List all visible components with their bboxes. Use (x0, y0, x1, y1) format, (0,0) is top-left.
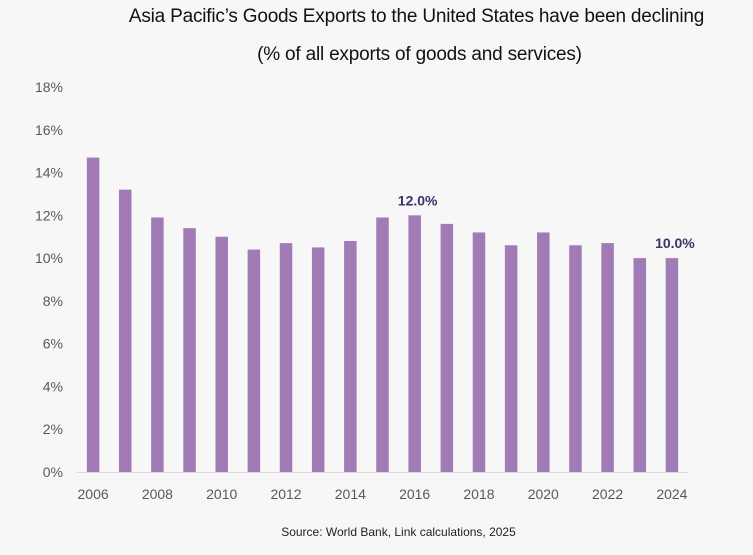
bar (86, 157, 100, 473)
data-label: 10.0% (655, 235, 695, 251)
y-tick-label: 10% (35, 250, 63, 266)
bar (408, 215, 421, 473)
y-tick-label: 8% (43, 293, 63, 309)
x-tick-label: 2006 (78, 486, 109, 502)
bar (151, 217, 164, 472)
bar (504, 245, 518, 472)
y-tick-label: 18% (35, 79, 63, 95)
bar (344, 241, 357, 472)
x-tick-label: 2020 (528, 486, 559, 502)
y-tick-label: 14% (35, 165, 63, 181)
bar (633, 258, 647, 472)
y-tick-label: 6% (43, 336, 63, 352)
bar (601, 243, 614, 472)
bar-chart: 0% 2% 4% 6% 8% 10% 12% 14% 16% 18% 2006 2008 2010 201… (35, 79, 695, 502)
y-tick-label: 12% (35, 207, 63, 223)
bar (665, 258, 679, 472)
bar (569, 245, 582, 472)
chart-title: Asia Pacific’s Goods Exports to the Unit… (128, 6, 705, 27)
bar (440, 223, 454, 472)
bar (279, 243, 293, 472)
bar (311, 247, 325, 472)
data-label: 12.0% (398, 192, 438, 208)
bar (183, 228, 196, 472)
y-tick-label: 2% (43, 421, 63, 437)
bar (118, 189, 132, 472)
bar (215, 236, 228, 472)
bar (472, 232, 486, 472)
bar (247, 249, 261, 472)
bar (376, 217, 389, 472)
x-tick-label: 2016 (399, 486, 430, 502)
x-tick-label: 2012 (270, 486, 301, 502)
bar (537, 232, 550, 472)
x-tick-label: 2010 (206, 486, 237, 502)
x-tick-label: 2024 (656, 486, 687, 502)
x-tick-label: 2014 (335, 486, 366, 502)
x-tick-label: 2018 (463, 486, 494, 502)
chart-subtitle: (% of all exports of goods and services) (257, 44, 582, 65)
y-tick-label: 0% (43, 464, 63, 480)
y-tick-label: 4% (43, 378, 63, 394)
x-tick-label: 2008 (142, 486, 173, 502)
source-note: Source: World Bank, Link calculations, 2… (281, 525, 516, 539)
x-tick-label: 2022 (592, 486, 623, 502)
y-tick-label: 16% (35, 122, 63, 138)
